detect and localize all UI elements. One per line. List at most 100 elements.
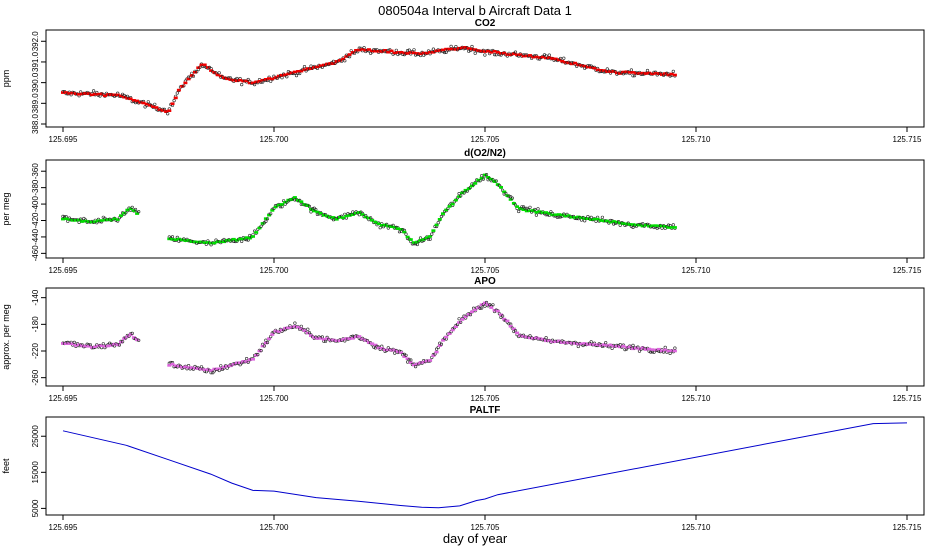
co2-ytick-label: 392.0 [31, 31, 40, 52]
o2n2-point [265, 217, 270, 221]
apo-xtick-label: 125.705 [471, 394, 500, 403]
co2-point [632, 74, 637, 78]
paltf-ytick-label: 5000 [31, 499, 40, 517]
co2-point [191, 74, 195, 78]
o2n2-panel: d(O2/N2) per meg 125.695 125.700 125.705 125.… [1, 148, 925, 275]
paltf-ytick-label: 15000 [31, 461, 40, 484]
co2-ytick-label: 388.0 [31, 113, 40, 134]
co2-xtick-label: 125.710 [682, 135, 711, 144]
paltf-ytick-label: 25000 [31, 425, 40, 448]
paltf-xtick-label: 125.695 [49, 523, 78, 532]
x-axis-label: day of year [443, 531, 508, 546]
apo-point [663, 345, 667, 350]
co2-point [454, 44, 458, 49]
co2-point [449, 44, 453, 49]
co2-point [513, 50, 518, 54]
co2-point [240, 82, 244, 87]
apo-point [478, 306, 482, 311]
o2n2-point [631, 225, 635, 229]
apo-xtick-label: 125.710 [682, 394, 711, 403]
apo-point [459, 320, 463, 324]
apo-point [72, 340, 76, 345]
co2-xtick-label: 125.695 [49, 135, 78, 144]
apo-point [393, 351, 397, 355]
o2n2-point [436, 221, 440, 225]
apo-point [407, 358, 411, 362]
o2n2-point [307, 204, 312, 208]
o2n2-point [462, 191, 466, 195]
o2n2-point [549, 210, 553, 214]
o2n2-xtick-label: 125.700 [260, 266, 289, 275]
apo-point [576, 344, 580, 349]
o2n2-point [397, 230, 402, 234]
co2-point [343, 59, 347, 63]
o2n2-point [280, 205, 284, 209]
o2n2-point [600, 215, 605, 219]
o2n2-point [357, 213, 361, 217]
apo-ylabel: approx. per meg [1, 304, 11, 370]
o2n2-ytick-label: -360 [31, 163, 40, 180]
paltf-panel: PALTF feet 125.695 125.700 125.705 125.710 125… [1, 405, 925, 532]
co2-point [143, 105, 147, 109]
apo-point [409, 358, 413, 362]
o2n2-point [133, 207, 138, 212]
o2n2-xtick-label: 125.705 [471, 266, 500, 275]
co2-point [431, 47, 436, 51]
o2n2-point [534, 213, 539, 217]
apo-point [265, 340, 270, 345]
co2-ylabel: ppm [1, 70, 11, 88]
co2-point [443, 50, 447, 55]
co2-plot-frame [45, 29, 925, 128]
co2-point [166, 112, 170, 116]
co2-point [547, 53, 551, 57]
co2-xtick-label: 125.715 [893, 135, 922, 144]
co2-point [280, 76, 284, 80]
paltf-ylabel: feet [1, 458, 11, 474]
apo-point [668, 351, 672, 356]
apo-ytick-label: -140 [31, 289, 40, 306]
co2-points [61, 44, 677, 116]
apo-point [468, 313, 473, 317]
o2n2-xtick-label: 125.715 [893, 266, 922, 275]
paltf-title: PALTF [470, 405, 501, 416]
apo-point [299, 324, 303, 328]
co2-panel: CO2 ppm 125.695 125.700 125.705 125.710 125.71… [1, 18, 925, 144]
co2-point [444, 50, 448, 54]
o2n2-point [484, 173, 489, 177]
o2n2-point [264, 219, 268, 223]
co2-ytick-label: 389.0 [31, 93, 40, 114]
apo-point [211, 371, 215, 375]
o2n2-point [404, 232, 408, 236]
apo-point [414, 365, 418, 369]
o2n2-point [137, 210, 141, 214]
apo-point [306, 327, 310, 331]
o2n2-point [240, 239, 244, 243]
o2n2-points [61, 173, 677, 247]
apo-point [457, 317, 461, 321]
co2-point [562, 56, 566, 60]
apo-point [137, 338, 141, 342]
apo-point [323, 339, 328, 343]
o2n2-point [428, 237, 432, 241]
o2n2-point [612, 222, 616, 226]
co2-point [671, 69, 675, 73]
paltf-xtick-label: 125.700 [260, 523, 289, 532]
apo-point [245, 357, 249, 361]
o2n2-title: d(O2/N2) [464, 148, 506, 159]
apo-point [491, 303, 495, 307]
apo-point [604, 341, 608, 345]
o2n2-point [494, 179, 498, 183]
apo-xtick-label: 125.700 [260, 394, 289, 403]
apo-point [589, 340, 593, 344]
apo-point [219, 364, 223, 368]
o2n2-xtick-label: 125.695 [49, 266, 78, 275]
apo-point [117, 343, 121, 347]
apo-point [483, 304, 487, 308]
apo-point [264, 338, 268, 342]
apo-point [256, 353, 260, 357]
apo-point [293, 321, 297, 325]
apo-title: APO [474, 276, 496, 287]
o2n2-point [309, 210, 313, 214]
o2n2-point [378, 226, 382, 230]
co2-point [302, 64, 307, 69]
